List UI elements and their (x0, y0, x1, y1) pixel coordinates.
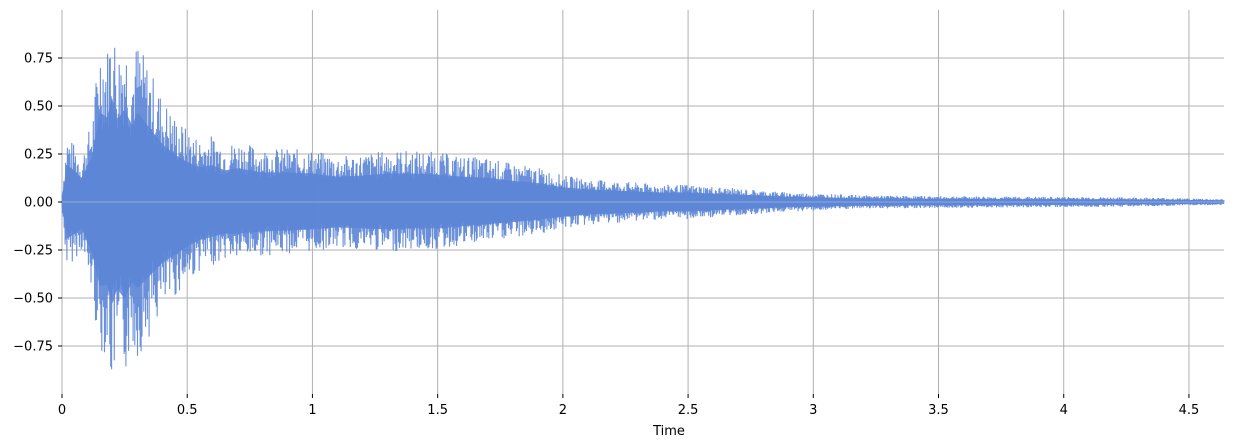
x-tick-label: 4 (1060, 403, 1068, 418)
y-tick-label: −0.75 (13, 340, 53, 355)
x-tick-label: 3.5 (928, 403, 949, 418)
x-tick-label: 2.5 (678, 403, 699, 418)
x-tick-label: 1.5 (427, 403, 448, 418)
waveform-series (61, 47, 1225, 370)
y-tick-label: −0.50 (13, 292, 53, 307)
x-tick-label: 2 (559, 403, 567, 418)
y-tick-label: 0.75 (24, 52, 53, 67)
y-axis-ticks: 0.75 0.50 0.25 0.00 −0.25 −0.50 −0.75 (13, 52, 62, 355)
y-tick-label: −0.25 (13, 244, 53, 259)
x-tick-label: 0.5 (177, 403, 198, 418)
x-axis-ticks: 0 0.5 1 1.5 2 2.5 3 3.5 4 4.5 (58, 394, 1199, 418)
y-tick-label: 0.25 (24, 148, 53, 163)
x-tick-label: 4.5 (1179, 403, 1200, 418)
y-tick-label: 0.50 (24, 100, 53, 115)
x-tick-label: 0 (58, 403, 66, 418)
x-axis-label: Time (652, 424, 685, 439)
x-tick-label: 3 (809, 403, 817, 418)
x-tick-label: 1 (308, 403, 316, 418)
waveform-line (61, 47, 1225, 370)
y-tick-label: 0.00 (24, 196, 53, 211)
